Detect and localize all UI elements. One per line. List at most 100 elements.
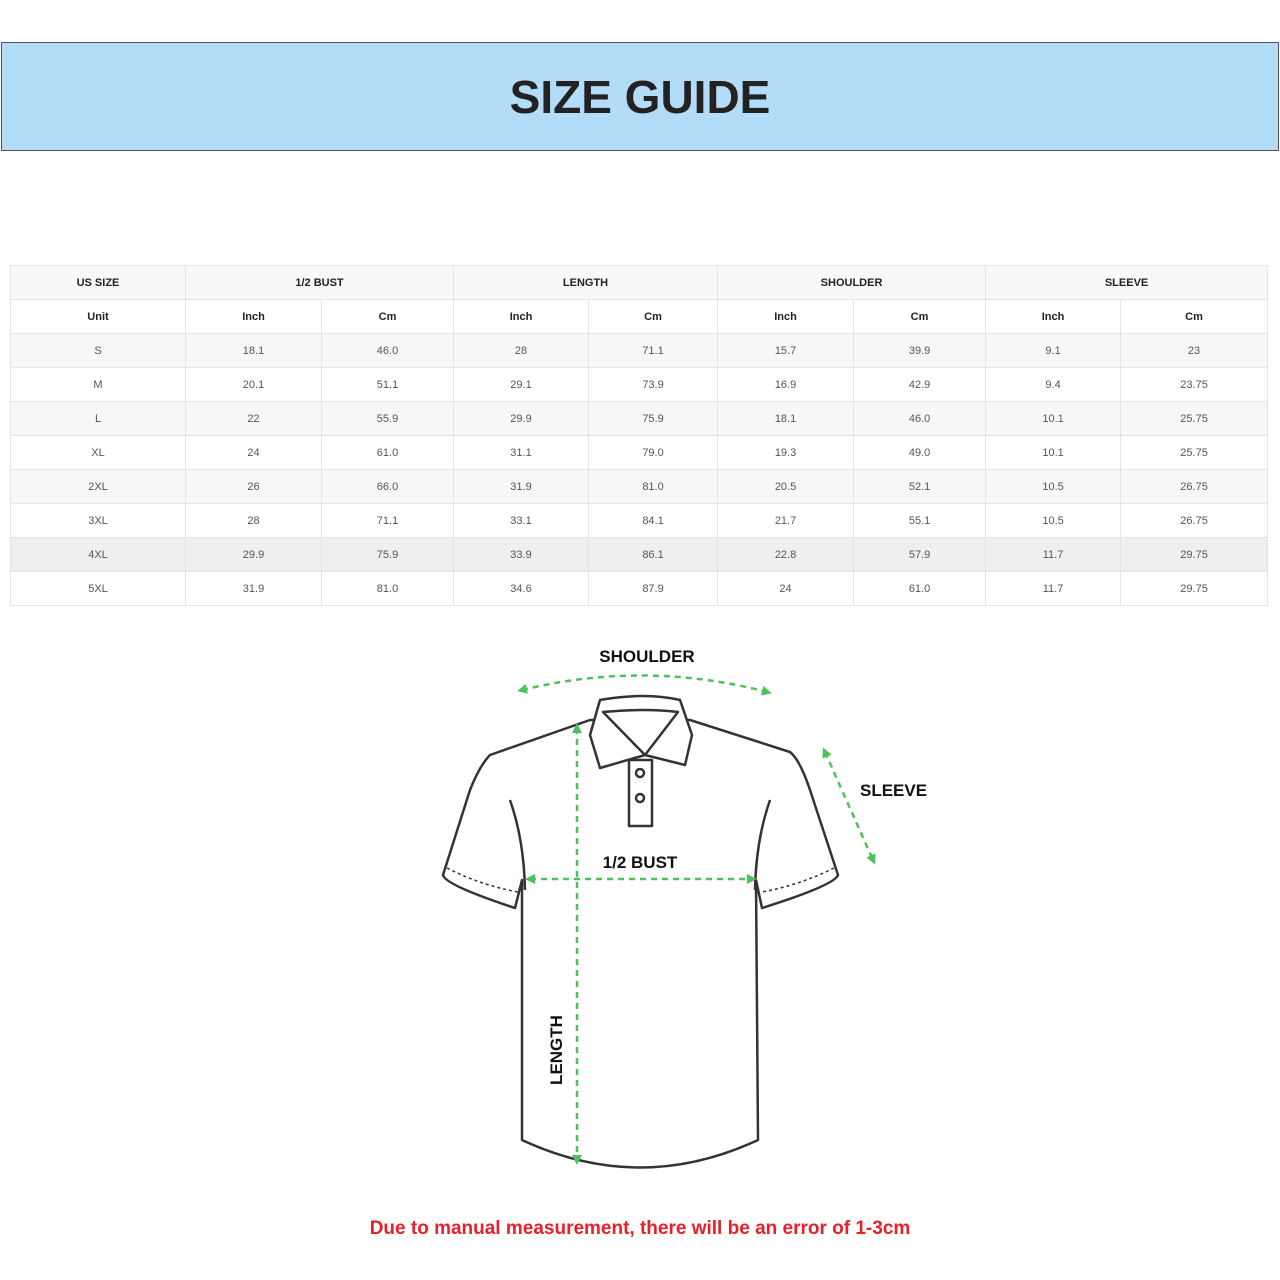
size-cell: S	[10, 333, 186, 368]
value-cell: 9.1	[985, 333, 1122, 368]
unit-cell: Unit	[10, 299, 186, 334]
value-cell: 10.1	[985, 401, 1122, 436]
unit-cell: Inch	[185, 299, 322, 334]
value-cell: 84.1	[588, 503, 719, 538]
value-cell: 22.8	[717, 537, 855, 572]
unit-cell: Cm	[320, 299, 455, 334]
value-cell: 18.1	[717, 401, 855, 436]
value-cell: 46.0	[320, 333, 455, 368]
value-cell: 79.0	[588, 435, 719, 470]
value-cell: 29.75	[1120, 571, 1269, 606]
value-cell: 29.9	[453, 401, 590, 436]
shirt-outline	[441, 694, 840, 1169]
table-row: XL 24 61.0 31.1 79.0 19.3 49.0 10.1 25.75	[10, 435, 1269, 470]
size-cell: 4XL	[10, 537, 186, 572]
unit-cell: Inch	[717, 299, 855, 334]
value-cell: 19.3	[717, 435, 855, 470]
value-cell: 29.1	[453, 367, 590, 402]
value-cell: 73.9	[588, 367, 719, 402]
value-cell: 55.9	[320, 401, 455, 436]
table-row: 2XL 26 66.0 31.9 81.0 20.5 52.1 10.5 26.75	[10, 469, 1269, 504]
unit-cell: Inch	[453, 299, 590, 334]
size-table: US SIZE 1/2 BUST LENGTH SHOULDER SLEEVE …	[10, 265, 1269, 606]
value-cell: 26.75	[1120, 503, 1269, 538]
unit-cell: Cm	[1120, 299, 1269, 334]
value-cell: 29.9	[185, 537, 322, 572]
value-cell: 24	[717, 571, 855, 606]
value-cell: 61.0	[320, 435, 455, 470]
header-sleeve: SLEEVE	[985, 265, 1269, 300]
table-row: M 20.1 51.1 29.1 73.9 16.9 42.9 9.4 23.75	[10, 367, 1269, 402]
value-cell: 33.1	[453, 503, 590, 538]
value-cell: 52.1	[853, 469, 987, 504]
value-cell: 26.75	[1120, 469, 1269, 504]
size-cell: 2XL	[10, 469, 186, 504]
value-cell: 39.9	[853, 333, 987, 368]
value-cell: 11.7	[985, 571, 1122, 606]
value-cell: 25.75	[1120, 401, 1269, 436]
size-cell: L	[10, 401, 186, 436]
size-cell: M	[10, 367, 186, 402]
value-cell: 66.0	[320, 469, 455, 504]
value-cell: 10.5	[985, 469, 1122, 504]
value-cell: 75.9	[588, 401, 719, 436]
size-cell: 3XL	[10, 503, 186, 538]
unit-cell: Cm	[853, 299, 987, 334]
measure-arrows	[517, 674, 876, 1165]
value-cell: 55.1	[853, 503, 987, 538]
value-cell: 23.75	[1120, 367, 1269, 402]
value-cell: 9.4	[985, 367, 1122, 402]
value-cell: 18.1	[185, 333, 322, 368]
value-cell: 10.5	[985, 503, 1122, 538]
value-cell: 57.9	[853, 537, 987, 572]
value-cell: 15.7	[717, 333, 855, 368]
value-cell: 26	[185, 469, 322, 504]
header-us-size: US SIZE	[10, 265, 186, 300]
header-length: LENGTH	[453, 265, 719, 300]
value-cell: 86.1	[588, 537, 719, 572]
page-title: SIZE GUIDE	[509, 70, 771, 123]
table-row: 3XL 28 71.1 33.1 84.1 21.7 55.1 10.5 26.75	[10, 503, 1269, 538]
value-cell: 31.9	[185, 571, 322, 606]
value-cell: 16.9	[717, 367, 855, 402]
header-bust: 1/2 BUST	[184, 265, 455, 300]
value-cell: 10.1	[985, 435, 1122, 470]
value-cell: 34.6	[453, 571, 590, 606]
value-cell: 46.0	[853, 401, 987, 436]
value-cell: 42.9	[853, 367, 987, 402]
title-banner: SIZE GUIDE	[1, 42, 1279, 151]
value-cell: 49.0	[853, 435, 987, 470]
value-cell: 71.1	[320, 503, 455, 538]
table-row: 4XL 29.9 75.9 33.9 86.1 22.8 57.9 11.7 29.75	[10, 537, 1269, 572]
measurement-note: Due to manual measurement, there will be…	[369, 1218, 911, 1239]
table-row: S 18.1 46.0 28 71.1 15.7 39.9 9.1 23	[10, 333, 1269, 368]
header-shoulder: SHOULDER	[717, 265, 987, 300]
unit-cell: Inch	[985, 299, 1122, 334]
sleeve-arrow	[822, 747, 876, 865]
value-cell: 75.9	[320, 537, 455, 572]
value-cell: 11.7	[985, 537, 1122, 572]
size-cell: 5XL	[10, 571, 186, 606]
sleeve-label: SLEEVE	[860, 781, 927, 800]
value-cell: 61.0	[853, 571, 987, 606]
value-cell: 81.0	[320, 571, 455, 606]
shoulder-label: SHOULDER	[599, 647, 694, 666]
length-label: LENGTH	[547, 1015, 566, 1085]
value-cell: 71.1	[588, 333, 719, 368]
table-row: L 22 55.9 29.9 75.9 18.1 46.0 10.1 25.75	[10, 401, 1269, 436]
size-cell: XL	[10, 435, 186, 470]
value-cell: 21.7	[717, 503, 855, 538]
unit-row: Unit Inch Cm Inch Cm Inch Cm Inch Cm	[10, 299, 1269, 334]
shoulder-arrow	[517, 674, 772, 696]
value-cell: 81.0	[588, 469, 719, 504]
shirt-diagram: SHOULDER SLEEVE 1/2 BUST LENGTH	[441, 647, 927, 1169]
value-cell: 28	[185, 503, 322, 538]
unit-cell: Cm	[588, 299, 719, 334]
value-cell: 20.1	[185, 367, 322, 402]
bust-label: 1/2 BUST	[603, 853, 678, 872]
value-cell: 87.9	[588, 571, 719, 606]
value-cell: 29.75	[1120, 537, 1269, 572]
value-cell: 28	[453, 333, 590, 368]
value-cell: 31.1	[453, 435, 590, 470]
value-cell: 51.1	[320, 367, 455, 402]
